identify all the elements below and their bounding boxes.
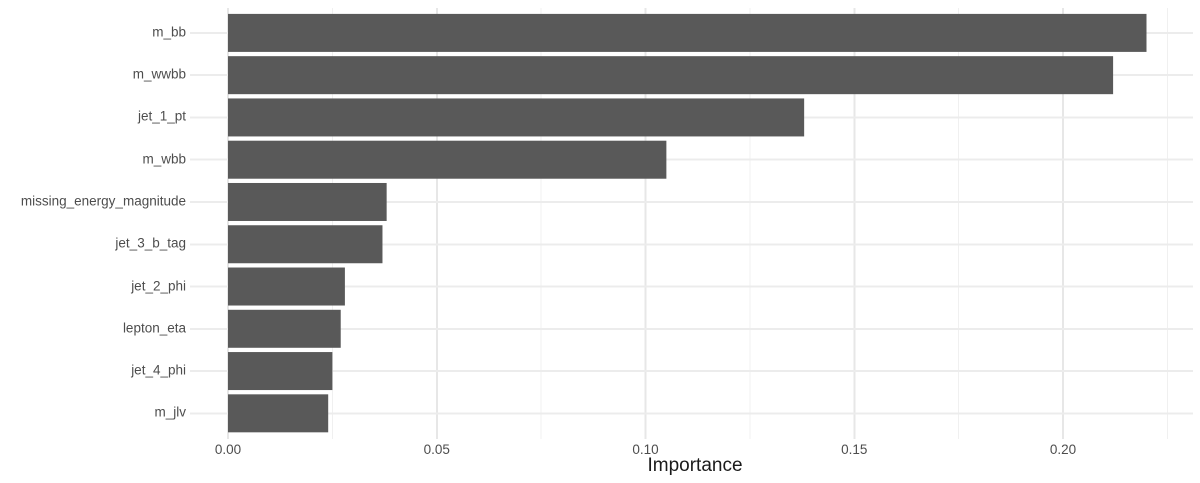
y-axis-label-jet_3_b_tag: jet_3_b_tag [115, 235, 186, 251]
bar-m_jlv [228, 394, 329, 433]
x-axis-tick-label-0.10: 0.10 [632, 442, 659, 457]
bar-m_wbb [228, 140, 667, 179]
bar-m_wwbb [228, 56, 1114, 95]
x-axis-tick-label-0.15: 0.15 [841, 442, 868, 457]
bar-jet_2_phi [228, 267, 345, 306]
x-axis-tick-label-0.00: 0.00 [214, 442, 242, 457]
y-axis-label-m_wbb: m_wbb [142, 151, 186, 167]
bar-jet_3_b_tag [228, 225, 383, 264]
y-axis-label-lepton_eta: lepton_eta [122, 320, 186, 336]
x-axis-tick-label-0.20: 0.20 [1049, 442, 1077, 457]
y-axis-label-m_wwbb: m_wwbb [132, 66, 186, 82]
bar-lepton_eta [228, 309, 341, 348]
y-axis-label-jet_2_phi: jet_2_phi [131, 278, 186, 294]
y-axis-label-m_bb: m_bb [152, 24, 186, 40]
bar-m_bb [228, 13, 1147, 52]
x-axis-tick-label-0.05: 0.05 [423, 442, 450, 457]
y-axis-label-missing_energy_magnitude: missing_energy_magnitude [20, 193, 186, 209]
y-axis-label-m_jlv: m_jlv [154, 404, 186, 420]
bar-jet_4_phi [228, 352, 333, 391]
x-axis-title: Importance [647, 455, 743, 476]
bar-jet_1_pt [228, 98, 805, 137]
y-axis-label-jet_4_phi: jet_4_phi [131, 362, 186, 378]
y-axis-label-jet_1_pt: jet_1_pt [137, 109, 186, 125]
bar-missing_energy_magnitude [228, 182, 387, 221]
